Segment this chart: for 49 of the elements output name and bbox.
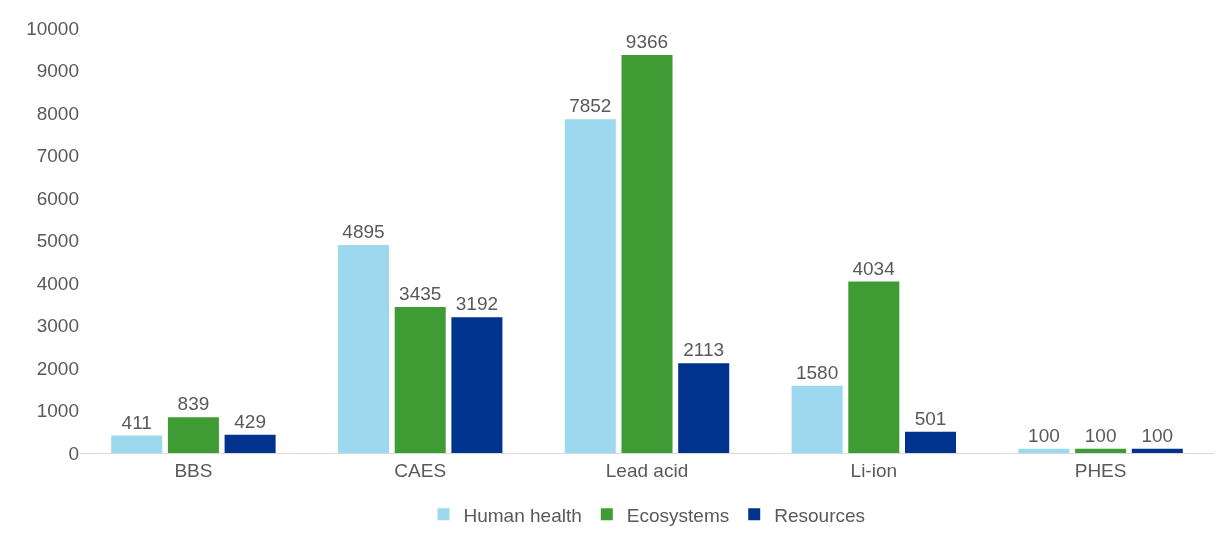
bar: [621, 54, 673, 453]
y-tick-label: 6000: [36, 187, 79, 209]
legend-label: Ecosystems: [626, 504, 730, 526]
data-label: 100: [1028, 424, 1060, 446]
data-label: 1580: [795, 361, 839, 383]
bar: [904, 431, 957, 453]
bar: [791, 385, 843, 453]
bar: [1131, 448, 1183, 453]
data-label: 3435: [399, 283, 442, 305]
bar: [564, 119, 616, 453]
bar: [394, 307, 446, 453]
data-label: 4034: [852, 257, 896, 279]
y-tick-label: 2000: [36, 357, 79, 379]
y-tick-label: 10000: [26, 17, 79, 39]
data-label: 501: [914, 407, 947, 429]
legend-label: Human health: [463, 504, 582, 526]
data-label: 2113: [683, 339, 725, 361]
data-label: 429: [234, 410, 266, 432]
x-tick-label: Li-ion: [850, 459, 898, 481]
x-tick-label: Lead acid: [605, 459, 689, 481]
x-tick-label: CAES: [394, 459, 447, 481]
legend-label: Resources: [774, 504, 866, 526]
bar: [1075, 448, 1127, 453]
data-label: 839: [177, 393, 210, 415]
bar: [337, 244, 390, 453]
bar: [1018, 448, 1070, 453]
y-tick-label: 7000: [36, 145, 79, 167]
bar: [678, 363, 730, 453]
y-tick-label: 3000: [36, 315, 79, 337]
bar: [111, 435, 163, 453]
data-label: 7852: [569, 95, 612, 117]
y-tick-label: 0: [68, 442, 79, 464]
bar: [167, 417, 219, 453]
data-label: 4895: [342, 220, 385, 242]
data-label: 411: [121, 411, 152, 433]
bar: [224, 434, 276, 453]
bar: [451, 317, 503, 453]
data-label: 3192: [455, 293, 499, 315]
x-tick-label: BBS: [174, 459, 213, 481]
data-label: 100: [1141, 424, 1174, 446]
bar: [848, 281, 900, 453]
y-tick-label: 4000: [36, 272, 79, 294]
y-tick-label: 5000: [36, 230, 79, 252]
y-tick-label: 8000: [36, 102, 79, 124]
y-tick-label: 9000: [36, 60, 79, 82]
x-tick-label: PHES: [1074, 459, 1127, 481]
data-label: 9366: [625, 30, 669, 52]
data-label: 100: [1084, 424, 1117, 446]
y-tick-label: 1000: [36, 400, 79, 422]
